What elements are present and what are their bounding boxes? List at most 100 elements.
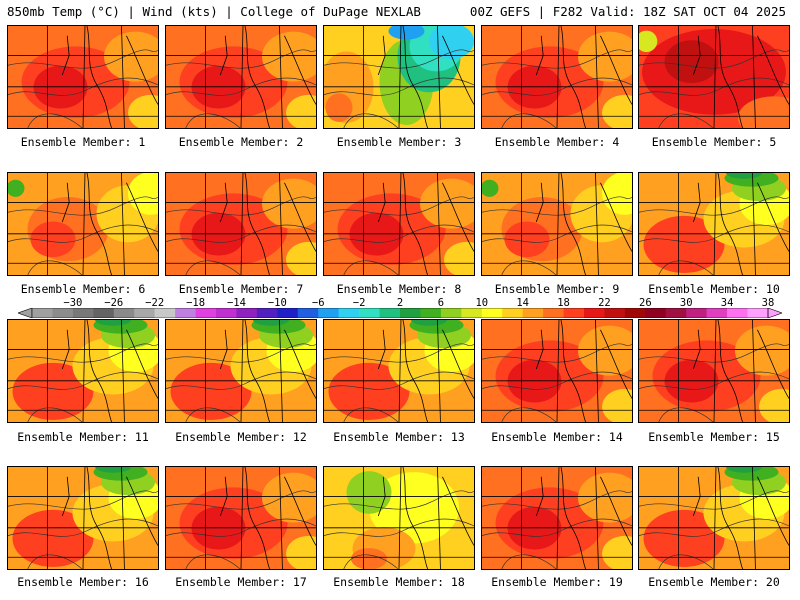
colorbar-swatch [297,308,319,318]
state-border [556,173,560,275]
state-border [560,320,586,422]
isotherm-contour [482,49,632,69]
state-border [600,182,632,252]
colorbar-swatch [461,308,483,318]
isotherm-contour [658,554,714,569]
ensemble-member-map [481,319,633,423]
colorbar-tick-label: −26 [104,297,124,309]
state-border [692,476,701,517]
isotherm-contour [166,490,316,510]
colorbar-swatch [32,308,53,318]
temperature-region [8,179,25,197]
colorbar-swatch [665,308,687,318]
state-border [560,173,586,275]
colorbar-swatch [440,308,462,318]
state-border [556,467,560,569]
isotherm-contour [324,196,474,216]
ensemble-member-map [323,466,475,570]
state-border [692,329,701,370]
ensemble-member-label: Ensemble Member: 17 [175,575,307,589]
isotherm-contour [343,113,399,128]
state-border [442,35,474,105]
isotherm-contour [501,260,557,275]
ensemble-member-map [481,466,633,570]
ensemble-member-label: Ensemble Member: 1 [20,135,146,149]
temperature-field [166,467,316,569]
isotherm-contour [324,343,474,363]
isotherm-contour [8,49,158,69]
state-border [535,35,544,76]
temperature-region [346,471,392,514]
state-border [398,26,402,128]
isotherm-contour [166,196,316,216]
ensemble-member-label: Ensemble Member: 19 [491,575,623,589]
temperature-field [8,467,158,569]
colorbar-min-arrow [18,308,33,318]
ensemble-member-map [481,25,633,129]
colorbar-max-arrow [767,308,782,318]
temperature-region [735,325,789,376]
state-border [717,26,743,128]
state-border [126,329,158,399]
state-border [121,320,125,422]
colorbar-tick-label: 18 [557,297,570,309]
temperature-region [507,359,562,403]
state-border [437,26,441,128]
state-border [377,476,386,517]
isotherm-contour [658,113,714,128]
state-border [713,467,717,569]
state-border [595,26,599,128]
state-border [61,476,70,517]
isotherm-contour [185,554,241,569]
colorbar-swatch [686,308,707,318]
temperature-field [482,467,632,569]
colorbar-swatch [420,308,442,318]
temperature-region [602,94,632,128]
ensemble-member-map [638,466,790,570]
ensemble-member-map [7,466,159,570]
state-border [717,320,743,422]
ensemble-member-map [323,172,475,276]
temperature-region [325,93,353,122]
isotherm-contour [324,77,474,96]
temperature-region [504,221,550,258]
isotherm-contour [343,407,399,422]
temperature-region [602,535,632,569]
isotherm-contour [166,518,316,537]
ensemble-member-map [638,172,790,276]
state-border [279,26,283,128]
ensemble-member-label: Ensemble Member: 10 [648,282,780,296]
isotherm-contour [482,196,632,216]
state-border [535,329,544,370]
state-border [377,182,386,223]
state-border [442,329,474,399]
state-border [240,467,244,569]
state-border [240,173,244,275]
ensemble-member-map [165,172,317,276]
state-border [717,173,743,275]
state-border [61,329,70,370]
temperature-field [8,173,158,275]
isotherm-contour [8,490,158,510]
colorbar-swatch [522,308,544,318]
ensemble-member-label: Ensemble Member: 14 [491,430,623,444]
colorbar-swatch [338,308,360,318]
temperature-region [759,388,789,422]
ensemble-member-label: Ensemble Member: 12 [175,430,307,444]
ensemble-member-label: Ensemble Member: 8 [336,282,462,296]
state-border [82,467,86,569]
state-border [219,476,228,517]
temperature-region [262,31,316,82]
colorbar-tick-label: 26 [639,297,652,309]
temperature-region [578,472,632,523]
isotherm-contour [639,224,789,243]
state-border [560,26,586,128]
temperature-region [602,173,632,215]
ensemble-member-label: Ensemble Member: 5 [651,135,777,149]
temperature-region [286,241,316,275]
isotherm-contour [639,490,789,510]
isotherm-contour [482,490,632,510]
state-border [121,467,125,569]
state-border [240,26,244,128]
state-border [560,467,586,569]
